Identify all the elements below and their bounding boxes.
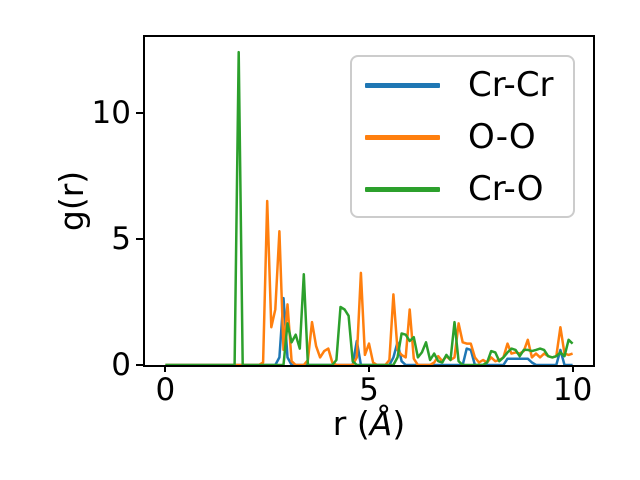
series-line-cr-o: [165, 50, 574, 365]
y-tick-label-10: 10: [91, 94, 131, 131]
y-tick-label-5: 5: [111, 220, 131, 257]
x-tick-label-10: 10: [552, 372, 593, 408]
y-tick-mark-10: [136, 111, 143, 114]
legend-item-o-o: O-O: [352, 111, 573, 163]
legend-label-cr-o: Cr-O: [468, 169, 544, 209]
x-axis-label-paren-close: ): [392, 404, 406, 443]
y-axis-label: g(r): [52, 170, 91, 232]
legend-label-o-o: O-O: [468, 117, 536, 157]
x-tick-mark-10: [571, 365, 574, 372]
x-tick-mark-5: [368, 365, 370, 372]
x-tick-label-5: 5: [359, 372, 379, 408]
legend-item-cr-o: Cr-O: [352, 163, 573, 215]
x-axis-label-paren-open: (: [346, 404, 370, 443]
legend-swatch-cr-cr: [365, 82, 440, 88]
y-tick-mark-5: [136, 237, 143, 240]
x-tick-mark-0: [164, 365, 167, 372]
legend-item-cr-cr: Cr-Cr: [352, 59, 573, 111]
y-tick-mark-0: [136, 364, 143, 366]
series-line-o-o: [165, 199, 573, 365]
legend-swatch-o-o: [365, 134, 440, 140]
chart-svg: [165, 50, 574, 365]
y-tick-label-0: 0: [111, 347, 131, 383]
legend-label-cr-cr: Cr-Cr: [468, 65, 554, 105]
series-line-cr-cr: [165, 296, 573, 365]
angstrom-symbol: Å: [369, 404, 393, 443]
legend: Cr-Cr O-O Cr-O: [350, 55, 575, 218]
x-axis-label-variable: r: [332, 404, 347, 443]
x-tick-label-0: 0: [155, 372, 176, 408]
legend-swatch-cr-o: [365, 186, 440, 192]
x-axis-label: r (Å): [333, 405, 405, 443]
